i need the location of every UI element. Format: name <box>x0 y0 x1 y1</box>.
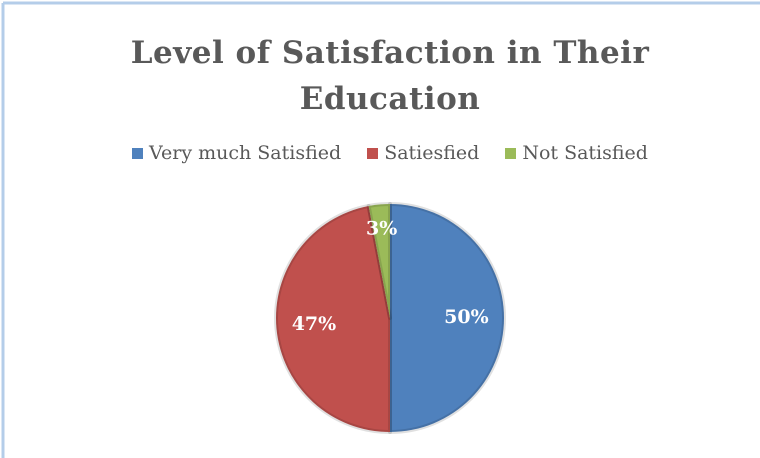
pie-slice <box>388 202 506 434</box>
legend-label: Very much Satisfied <box>149 142 342 164</box>
legend-label: Satiesfied <box>384 142 480 164</box>
legend-item: Not Satisfied <box>505 142 648 164</box>
legend-swatch <box>505 147 517 159</box>
legend-item: Satiesfied <box>367 142 479 164</box>
legend: Very much Satisfied Satiesfied Not Satisfi… <box>0 142 760 164</box>
legend-swatch <box>132 147 144 159</box>
data-label: 3% <box>366 217 397 239</box>
pie-slice <box>274 204 392 434</box>
legend-label: Not Satisfied <box>522 142 648 164</box>
data-label: 47% <box>292 313 337 335</box>
pie-slice <box>366 202 392 320</box>
legend-item: Very much Satisfied <box>132 142 341 164</box>
legend-swatch <box>367 147 379 159</box>
chart-title: Level of Satisfaction in Their Education <box>130 35 650 117</box>
data-label: 50% <box>444 306 489 328</box>
